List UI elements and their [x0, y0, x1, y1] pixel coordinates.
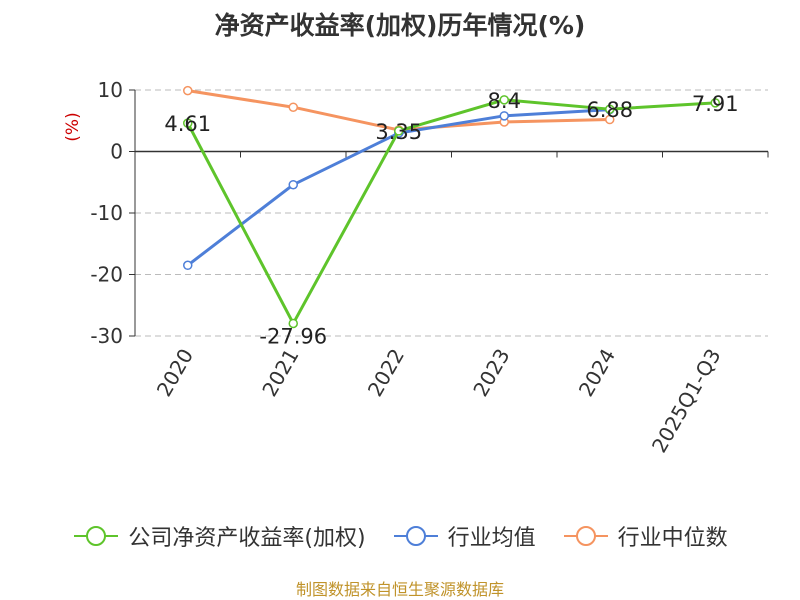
grid-layer [135, 89, 768, 337]
data-point [288, 318, 298, 329]
legend-label-industry-mean: 行业均值 [447, 526, 536, 551]
data-label: 6.88 [586, 98, 633, 122]
x-tick-label: 2025Q1-Q3 [647, 345, 726, 457]
data-label: 7.91 [692, 92, 739, 116]
legend-item-company[interactable]: 公司净资产收益率(加权) [72, 520, 366, 552]
data-point [183, 85, 193, 96]
legend-industry-median-marker [563, 526, 608, 546]
legend-company-marker [74, 526, 119, 546]
data-point [288, 179, 298, 190]
x-tick-label: 2022 [363, 345, 409, 401]
label-layer: 4.61 -27.96 3.35 8.4 6.88 7.91 [164, 89, 738, 349]
series-layer [183, 85, 720, 329]
x-tick-label: 2023 [468, 345, 514, 401]
legend-item-industry-mean[interactable]: 行业均值 [392, 520, 536, 552]
data-point [605, 114, 615, 125]
data-point [499, 95, 509, 105]
chart-title: 净资产收益率(加权)历年情况(%) [214, 11, 586, 40]
y-tick-label: 10 [98, 78, 123, 102]
data-label: 3.35 [375, 120, 422, 144]
legend-label-company: 公司净资产收益率(加权) [128, 526, 366, 551]
data-point [183, 118, 193, 128]
data-label: -27.96 [259, 324, 327, 348]
data-point [499, 111, 509, 121]
x-tick-label: 2024 [574, 345, 620, 401]
y-axis-label: (%) [63, 112, 83, 141]
x-tick-label: 2021 [257, 345, 303, 401]
data-point [183, 260, 193, 271]
x-tick-label: 2020 [152, 345, 198, 401]
data-label: 4.61 [164, 112, 211, 136]
data-point [605, 104, 615, 114]
y-tick-label: -30 [90, 324, 123, 348]
series-line [186, 98, 716, 325]
legend-industry-mean-marker [393, 526, 438, 546]
data-point [288, 102, 298, 112]
legend-label-industry-median: 行业中位数 [617, 526, 728, 551]
y-tick-label: -20 [90, 263, 123, 287]
y-tick-label: -10 [90, 201, 123, 225]
legend-item-industry-median[interactable]: 行业中位数 [562, 520, 728, 552]
y-tick-label: 0 [110, 140, 123, 164]
legend: 公司净资产收益率(加权) 行业均值 行业中位数 [0, 520, 800, 552]
data-label: 8.4 [488, 89, 521, 113]
data-source-note: 制图数据来自恒生聚源数据库 [295, 580, 504, 599]
data-point [394, 126, 404, 136]
data-point [710, 98, 720, 108]
